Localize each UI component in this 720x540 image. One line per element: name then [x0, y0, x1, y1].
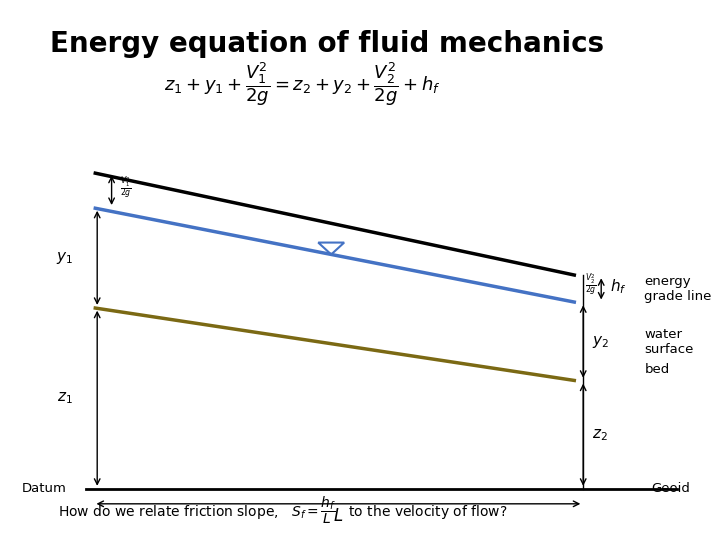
- Text: How do we relate friction slope,   $S_f = \dfrac{h_f}{L}$   to the velocity of f: How do we relate friction slope, $S_f = …: [58, 495, 507, 526]
- Text: $y_1$: $y_1$: [56, 250, 73, 266]
- Text: $z_2$: $z_2$: [592, 427, 608, 443]
- Text: Geoid: Geoid: [652, 482, 690, 495]
- Text: Energy equation of fluid mechanics: Energy equation of fluid mechanics: [50, 30, 605, 58]
- Text: $z_1$: $z_1$: [57, 390, 73, 406]
- Text: $h_f$: $h_f$: [610, 277, 626, 295]
- Text: energy
grade line: energy grade line: [644, 275, 712, 303]
- Text: $z_1 + y_1 + \dfrac{V_1^2}{2g} = z_2 + y_2 + \dfrac{V_2^2}{2g} + h_f$: $z_1 + y_1 + \dfrac{V_1^2}{2g} = z_2 + y…: [164, 60, 441, 107]
- Text: $\frac{V_1^2}{2g}$: $\frac{V_1^2}{2g}$: [120, 175, 132, 200]
- Text: $y_2$: $y_2$: [592, 334, 609, 349]
- Text: $L$: $L$: [333, 507, 343, 525]
- Text: Datum: Datum: [22, 482, 66, 495]
- Text: $\frac{V_2^2}{2g}$: $\frac{V_2^2}{2g}$: [585, 272, 598, 297]
- Text: bed: bed: [644, 363, 670, 376]
- Text: water
surface: water surface: [644, 328, 694, 355]
